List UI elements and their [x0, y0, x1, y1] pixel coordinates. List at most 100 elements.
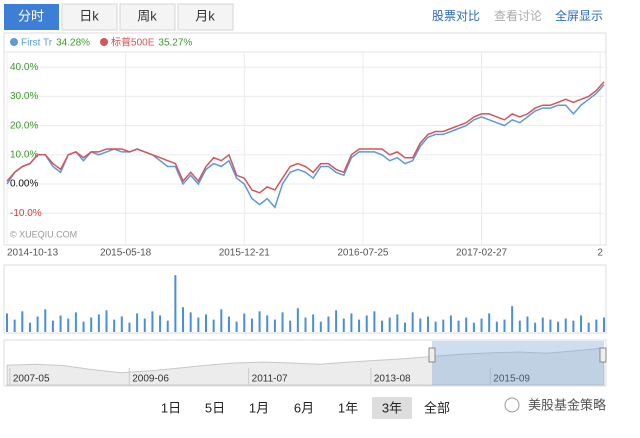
legend-value: 34.28% [56, 38, 90, 49]
volume-bar [296, 308, 299, 332]
range-button[interactable]: 1日 [161, 400, 181, 415]
volume-bar [365, 315, 368, 332]
volume-bar [166, 320, 169, 332]
volume-bar [465, 317, 468, 332]
volume-bar [442, 319, 445, 332]
volume-bar [534, 322, 537, 332]
volume-bar [564, 318, 567, 332]
volume-bar [182, 307, 185, 332]
y-tick-label: 20.0% [10, 120, 38, 131]
volume-bar [136, 313, 139, 332]
tab-label[interactable]: 分时 [18, 8, 44, 23]
x-tick-label: 2009-06 [132, 374, 169, 385]
x-tick-label: 2015-05-18 [100, 248, 152, 259]
tab[interactable] [61, 3, 118, 31]
range-button[interactable]: 3年 [382, 400, 402, 415]
volume-bar [289, 320, 292, 332]
volume-bar [220, 309, 223, 332]
x-tick-label: 2014-10-13 [7, 248, 59, 259]
volume-bar [74, 312, 77, 332]
volume-bar [327, 316, 330, 332]
link[interactable]: 查看讨论 [494, 9, 542, 23]
volume-bar [21, 311, 24, 332]
range-button[interactable]: 全部 [424, 400, 450, 415]
volume-bar [342, 318, 345, 332]
volume-bar [404, 322, 406, 332]
tab-label[interactable]: 月k [195, 8, 215, 23]
volume-bar [388, 317, 391, 332]
volume-bar [197, 317, 200, 332]
x-tick-label: 2011-07 [252, 374, 288, 385]
volume-bar [90, 317, 93, 332]
volume-bar [426, 316, 429, 332]
volume-bar [67, 318, 70, 332]
navigator-area [6, 347, 605, 386]
volume-bar [411, 312, 414, 332]
volume-bar [258, 311, 261, 332]
range-handle[interactable] [599, 347, 607, 363]
y-tick-label: 40.0% [10, 62, 38, 73]
volume-bar [526, 316, 529, 332]
volume-bar [120, 316, 123, 332]
link[interactable]: 股票对比 [432, 9, 480, 23]
y-tick-label: -10.0% [10, 208, 42, 219]
y-tick-label: 10.0% [10, 149, 38, 160]
volume-bar [227, 316, 230, 332]
volume-bar [319, 321, 322, 332]
volume-panel [3, 264, 607, 334]
tab[interactable] [177, 3, 234, 31]
legend-dot [10, 38, 18, 46]
volume-bar [28, 322, 31, 332]
volume-bar [373, 311, 376, 332]
volume-bar [312, 314, 315, 332]
legend-dot [100, 38, 109, 46]
range-selection[interactable] [432, 341, 604, 385]
y-tick-label: 30.0% [10, 91, 38, 102]
volume-bar [13, 319, 16, 332]
tab-label[interactable]: 周k [137, 8, 157, 23]
volume-bar [243, 313, 246, 332]
volume-bar [480, 318, 483, 332]
volume-bar [304, 317, 307, 332]
volume-bar [572, 320, 575, 332]
volume-bar [457, 320, 460, 332]
volume-bar [488, 313, 491, 332]
range-button[interactable]: 1年 [338, 400, 358, 415]
range-button[interactable]: 1月 [249, 400, 269, 415]
volume-bar [128, 322, 131, 332]
volume-bar [335, 310, 338, 332]
range-handle[interactable] [428, 347, 436, 363]
tab[interactable] [119, 3, 176, 31]
volume-bar [59, 315, 62, 332]
volume-bar [105, 310, 108, 332]
volume-bar [434, 321, 437, 332]
volume-bar [151, 311, 154, 332]
volume-bar [603, 317, 605, 332]
watermark: © XUEQIU.COM [10, 229, 77, 239]
main-panel [3, 32, 607, 246]
range-button[interactable]: 6月 [294, 400, 314, 415]
link[interactable]: 全屏显示 [555, 8, 603, 23]
tab-active[interactable] [4, 4, 59, 30]
tab-label[interactable]: 日k [79, 8, 99, 23]
legend-name: First Tr [21, 38, 53, 49]
volume-bar [6, 313, 8, 332]
volume-bar [143, 318, 146, 332]
volume-bar [235, 321, 238, 332]
x-tick-label: 2007-05 [13, 374, 50, 385]
x-tick-label: 2 [597, 248, 603, 259]
volume-bar [205, 314, 207, 332]
brand: 美股基金策略 [528, 397, 606, 412]
main-chart: 40.0% 30.0% 20.0% 10.0% 0.00% -10.0% 2014-10-1… [6, 36, 605, 259]
volume-bar [472, 322, 475, 332]
volume-bar [97, 314, 100, 332]
volume-bar [396, 314, 399, 332]
navigator-panel [3, 339, 607, 387]
volume-bar [503, 319, 506, 332]
volume-bar [189, 312, 192, 332]
range-button[interactable]: 5日 [205, 400, 225, 415]
range-button-active[interactable] [372, 397, 412, 419]
volume-bar [212, 319, 215, 332]
legend-name: 标普500E [111, 36, 155, 49]
